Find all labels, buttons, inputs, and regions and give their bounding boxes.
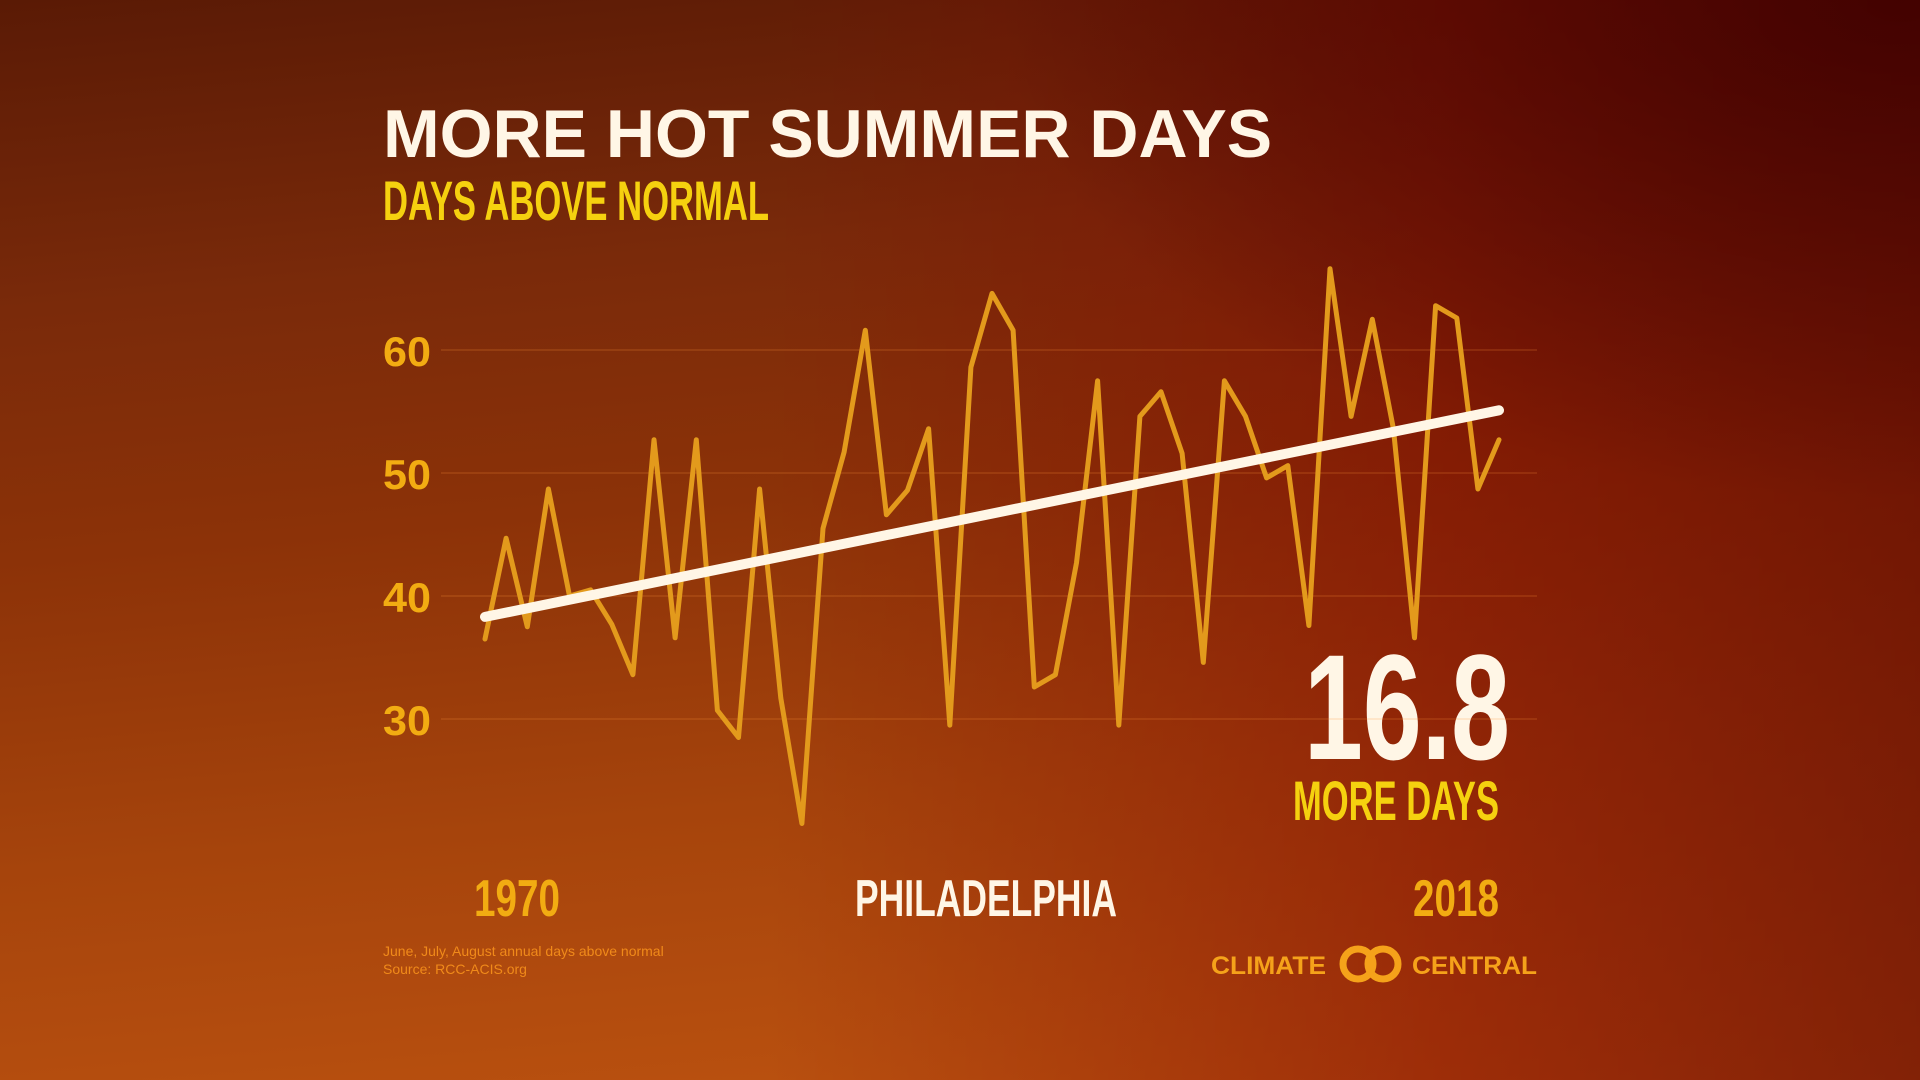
y-tick-label: 40 (383, 574, 431, 621)
chart-title: MORE HOT SUMMER DAYS (383, 96, 1272, 172)
y-tick-label: 30 (383, 697, 431, 744)
trend-line (480, 405, 1504, 622)
x-tick-label: 2018 (1413, 870, 1499, 928)
data-line (482, 266, 1502, 826)
chart-subtitle: DAYS ABOVE NORMAL (383, 169, 769, 232)
y-tick-label: 60 (383, 328, 431, 375)
x-tick-label: 1970 (474, 870, 560, 928)
logo-icon (1339, 945, 1402, 983)
logo-text: CENTRAL (1412, 952, 1537, 980)
annotation-label: MORE DAYS (1293, 769, 1499, 832)
logo-text: CLIMATE (1211, 952, 1326, 980)
annotation-value: 16.8 (1304, 623, 1510, 791)
footnote: June, July, August annual days above nor… (383, 943, 664, 959)
footnote: Source: RCC-ACIS.org (383, 961, 527, 977)
y-tick-label: 50 (383, 451, 431, 498)
location-label: PHILADELPHIA (855, 870, 1117, 928)
